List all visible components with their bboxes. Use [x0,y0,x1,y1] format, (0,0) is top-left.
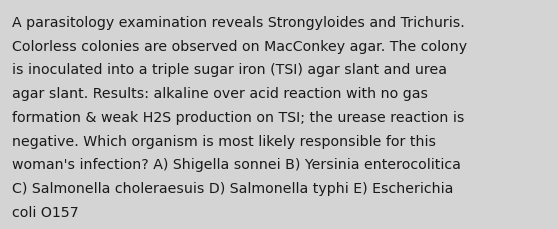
Text: is inoculated into a triple sugar iron (TSI) agar slant and urea: is inoculated into a triple sugar iron (… [12,63,448,77]
Text: Colorless colonies are observed on MacConkey agar. The colony: Colorless colonies are observed on MacCo… [12,40,468,54]
Text: woman's infection? A) Shigella sonnei B) Yersinia enterocolitica: woman's infection? A) Shigella sonnei B)… [12,158,461,172]
Text: coli O157: coli O157 [12,205,79,219]
Text: negative. Which organism is most likely responsible for this: negative. Which organism is most likely … [12,134,436,148]
Text: formation & weak H2S production on TSI; the urease reaction is: formation & weak H2S production on TSI; … [12,110,465,124]
Text: C) Salmonella choleraesuis D) Salmonella typhi E) Escherichia: C) Salmonella choleraesuis D) Salmonella… [12,181,454,195]
Text: A parasitology examination reveals Strongyloides and Trichuris.: A parasitology examination reveals Stron… [12,16,465,30]
Text: agar slant. Results: alkaline over acid reaction with no gas: agar slant. Results: alkaline over acid … [12,87,429,101]
